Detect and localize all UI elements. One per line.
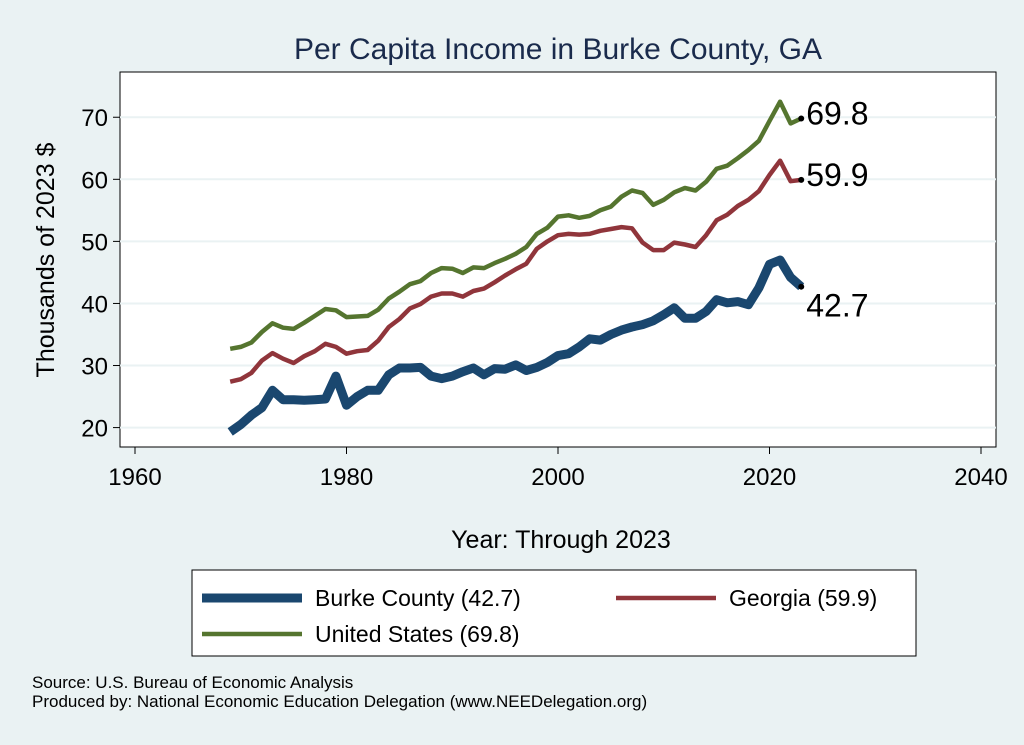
chart-title: Per Capita Income in Burke County, GA xyxy=(294,33,822,66)
end-marker xyxy=(798,283,805,290)
y-tick-label: 50 xyxy=(81,229,108,256)
plot-area xyxy=(119,71,997,448)
x-tick-label: 2040 xyxy=(954,464,1007,491)
legend: Burke County (42.7) Georgia (59.9) United … xyxy=(191,569,917,657)
end-value-label: 59.9 xyxy=(806,157,868,193)
x-axis-title: Year: Through 2023 xyxy=(451,526,671,554)
series-line-1 xyxy=(227,255,805,436)
end-value-label: 42.7 xyxy=(806,288,868,324)
produced-by-note: Produced by: National Economic Education… xyxy=(32,692,648,711)
legend-label: United States (69.8) xyxy=(315,621,520,647)
series-line-3 xyxy=(229,99,803,352)
y-tick-label: 40 xyxy=(81,291,108,318)
end-labels: 42.7 59.9 69.8 xyxy=(798,95,869,324)
x-tick-label: 2020 xyxy=(743,464,796,491)
series-line-2 xyxy=(229,158,802,384)
legend-box xyxy=(191,569,917,657)
legend-label: Georgia (59.9) xyxy=(729,585,877,611)
legend-label: Burke County (42.7) xyxy=(315,585,521,611)
source-note: Source: U.S. Bureau of Economic Analysis xyxy=(32,673,354,692)
axis-ticks: 20 30 40 50 60 70 1960 1980 2000 2020 2040 xyxy=(81,105,1007,491)
y-tick-label: 20 xyxy=(81,416,108,443)
y-axis-title: Thousands of 2023 $ xyxy=(32,142,60,377)
grid-lines xyxy=(120,116,996,429)
end-value-label: 69.8 xyxy=(806,95,868,131)
y-tick-label: 60 xyxy=(81,167,108,194)
end-marker xyxy=(798,176,805,183)
x-tick-label: 1960 xyxy=(108,464,161,491)
y-tick-label: 70 xyxy=(81,105,108,132)
x-tick-label: 2000 xyxy=(531,464,584,491)
x-tick-label: 1980 xyxy=(320,464,373,491)
series-lines xyxy=(227,99,805,436)
end-marker xyxy=(798,115,805,122)
y-tick-label: 30 xyxy=(81,354,108,381)
